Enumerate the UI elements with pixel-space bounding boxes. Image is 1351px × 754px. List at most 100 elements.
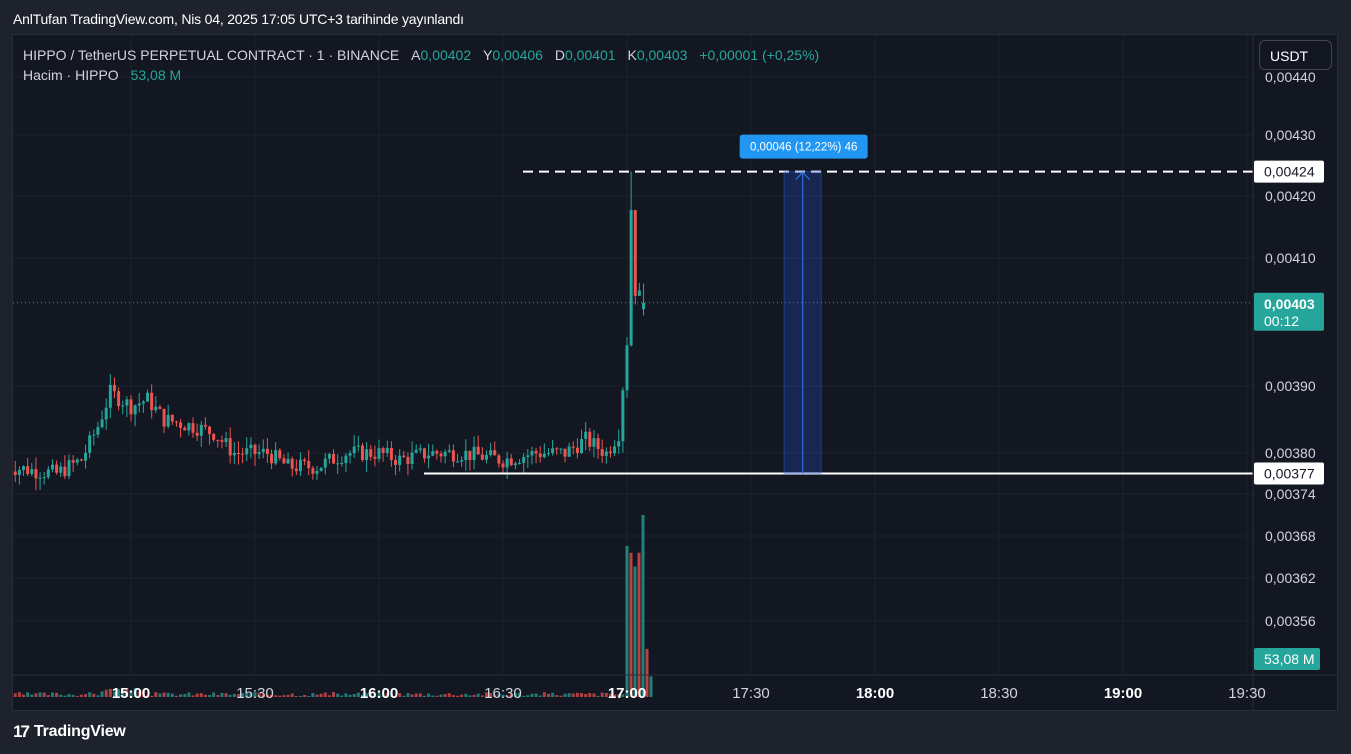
volume-bar bbox=[332, 692, 336, 697]
volume-bar bbox=[129, 691, 133, 697]
candle bbox=[509, 454, 513, 467]
volume-bar bbox=[270, 694, 274, 697]
candle bbox=[17, 466, 21, 485]
candle bbox=[323, 453, 327, 475]
candle-body bbox=[381, 448, 385, 453]
volume-bar bbox=[600, 692, 604, 697]
candle bbox=[191, 417, 195, 438]
candle bbox=[422, 447, 426, 463]
candle bbox=[75, 457, 79, 466]
candle bbox=[344, 452, 348, 473]
volume-bar bbox=[360, 694, 364, 697]
candle bbox=[42, 471, 46, 485]
candle-body bbox=[228, 438, 232, 456]
candle bbox=[456, 453, 460, 463]
candle-body bbox=[447, 450, 451, 452]
candle-body bbox=[348, 453, 352, 456]
currency-button[interactable]: USDT bbox=[1259, 40, 1332, 70]
candle-body bbox=[464, 450, 468, 461]
candle-body bbox=[563, 448, 567, 457]
candle-body bbox=[224, 438, 228, 442]
candle-body bbox=[431, 451, 435, 456]
candle-body bbox=[220, 440, 224, 442]
candle-body bbox=[249, 444, 253, 449]
candle-body bbox=[484, 454, 488, 460]
volume-bar bbox=[282, 695, 286, 697]
candle bbox=[435, 449, 439, 460]
volume-bar bbox=[480, 695, 484, 697]
candle-body bbox=[108, 384, 112, 408]
volume-bar bbox=[518, 693, 522, 697]
price-chart[interactable]: 0,00046 (12,22%) 46 0,00440 0,00430 0,0042… bbox=[13, 35, 1337, 710]
candle-body bbox=[501, 463, 505, 468]
candle-body bbox=[125, 399, 129, 406]
volume-label[interactable]: Hacim · HIPPO bbox=[23, 67, 119, 83]
candle-body bbox=[402, 455, 406, 457]
candle bbox=[315, 465, 319, 481]
time-axis: 15:00 15:30 16:00 16:30 17:00 17:30 18:00 18:30… bbox=[13, 35, 1337, 710]
candle bbox=[493, 441, 497, 456]
volume-bar bbox=[406, 693, 410, 697]
volume-bar bbox=[104, 689, 108, 697]
volume-bar bbox=[59, 694, 63, 697]
volume-bar bbox=[584, 694, 588, 697]
candle-body bbox=[174, 421, 178, 423]
candle-body bbox=[191, 423, 195, 433]
candle bbox=[546, 448, 550, 457]
volume-bar bbox=[92, 693, 96, 697]
candle-body bbox=[472, 446, 476, 461]
volume-bar bbox=[588, 692, 592, 697]
candle-body bbox=[588, 431, 592, 447]
candle bbox=[22, 465, 26, 477]
candle bbox=[365, 442, 369, 472]
candle-body bbox=[451, 450, 455, 462]
candle-body bbox=[303, 459, 307, 462]
volume-bar bbox=[179, 694, 183, 697]
candle bbox=[642, 283, 646, 316]
volume-bar bbox=[369, 692, 373, 697]
candle-body bbox=[493, 450, 497, 456]
candle bbox=[336, 454, 340, 475]
candle-body bbox=[480, 454, 484, 460]
candle bbox=[220, 435, 224, 449]
volume-bar bbox=[42, 692, 46, 697]
volume-bar bbox=[435, 695, 439, 697]
candle bbox=[245, 437, 249, 462]
candle bbox=[625, 337, 629, 398]
volume-bar bbox=[352, 693, 356, 697]
candle bbox=[84, 444, 88, 469]
volume-bar bbox=[245, 692, 249, 697]
volume-bar bbox=[236, 694, 240, 697]
candle bbox=[418, 444, 422, 453]
volume-bar bbox=[365, 693, 369, 697]
volume-bar bbox=[377, 692, 381, 697]
candle-body bbox=[608, 451, 612, 454]
candle-body bbox=[307, 461, 311, 469]
volume-bar bbox=[174, 695, 178, 697]
time-tick-label: 15:30 bbox=[236, 685, 274, 702]
candle-body bbox=[604, 451, 608, 456]
candle-body bbox=[633, 210, 637, 296]
candle bbox=[588, 428, 592, 452]
candle-body bbox=[290, 458, 294, 469]
volume-bar bbox=[170, 693, 174, 697]
candle-body bbox=[518, 463, 522, 465]
candle-body bbox=[559, 448, 563, 450]
volume-bar bbox=[551, 692, 555, 697]
measure-label: 0,00046 (12,22%) 46 bbox=[750, 142, 857, 154]
chart-frame[interactable]: 0,00046 (12,22%) 46 0,00440 0,00430 0,0042… bbox=[12, 34, 1338, 711]
symbol-name[interactable]: HIPPO / TetherUS PERPETUAL CONTRACT · 1 … bbox=[23, 47, 400, 63]
candle bbox=[228, 427, 232, 464]
candle-body bbox=[406, 456, 410, 465]
candle bbox=[389, 441, 393, 467]
candle-body bbox=[642, 302, 646, 310]
volume-bar bbox=[427, 693, 431, 697]
candle bbox=[170, 414, 174, 425]
candle bbox=[447, 444, 451, 453]
candle-body bbox=[580, 438, 584, 454]
volume-bar bbox=[26, 692, 30, 697]
volume-bar bbox=[96, 695, 100, 697]
volume-bar bbox=[613, 694, 617, 697]
candle bbox=[282, 454, 286, 464]
grid-lines bbox=[13, 35, 1253, 675]
